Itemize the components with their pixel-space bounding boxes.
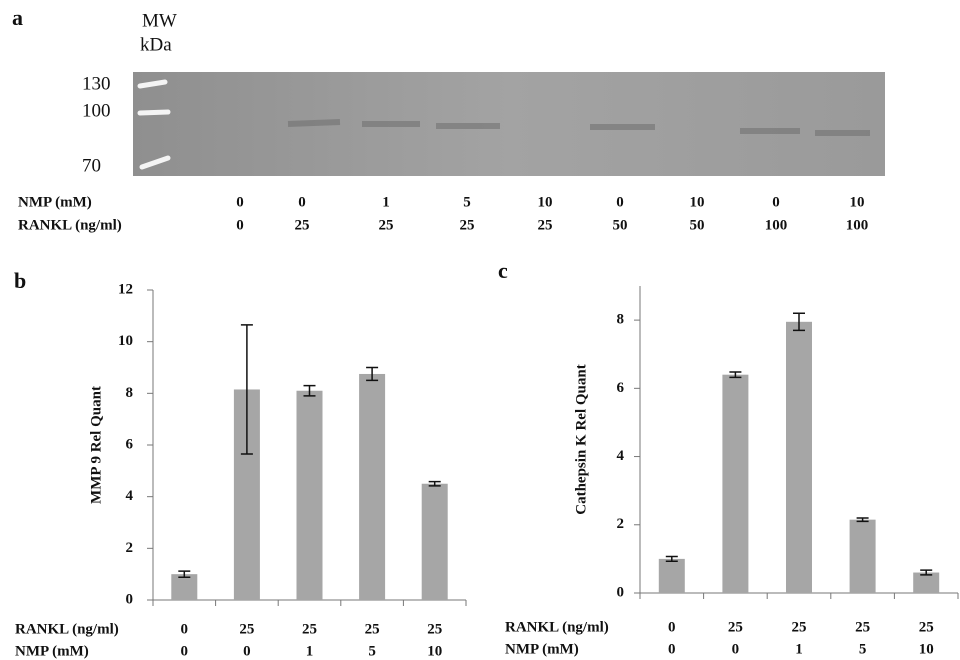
bar <box>297 391 323 600</box>
x-value: 25 <box>427 621 442 637</box>
lane-value: 100 <box>765 217 788 233</box>
lane-value: 50 <box>690 217 705 233</box>
x-value: 5 <box>859 641 867 657</box>
x-value: 0 <box>668 619 676 635</box>
lane-value: 50 <box>613 217 628 233</box>
y-tick-label: 6 <box>617 380 625 396</box>
x-value: 25 <box>728 619 743 635</box>
panel-label: c <box>498 258 508 283</box>
bar <box>850 520 876 593</box>
y-tick-label: 0 <box>617 584 625 600</box>
lane-value: 25 <box>379 217 394 233</box>
bar <box>422 484 448 600</box>
lane-value: 0 <box>236 217 244 233</box>
x-value: 10 <box>427 643 442 659</box>
marker-label: 70 <box>82 155 101 176</box>
marker-label: 130 <box>82 73 111 94</box>
row-label: RANKL (ng/ml) <box>15 621 119 637</box>
bar <box>359 374 385 600</box>
row-label: RANKL (ng/ml) <box>18 217 122 233</box>
x-value: 25 <box>365 621 380 637</box>
x-value: 0 <box>732 641 740 657</box>
panel-label: a <box>12 5 23 30</box>
row-label: NMP (mM) <box>15 643 89 659</box>
y-tick-label: 2 <box>617 516 625 532</box>
x-value: 1 <box>795 641 803 657</box>
lane-value: 0 <box>772 194 780 210</box>
x-value: 25 <box>919 619 934 635</box>
lane-value: 10 <box>538 194 553 210</box>
y-tick-label: 6 <box>126 436 134 452</box>
y-tick-label: 2 <box>126 540 134 556</box>
x-value: 25 <box>239 621 254 637</box>
bar <box>722 375 748 593</box>
bar <box>659 559 685 593</box>
lane-value: 0 <box>298 194 306 210</box>
y-tick-label: 4 <box>617 448 625 464</box>
figure: a MW kDa 13010070NMP (mM)001510010010RAN… <box>0 0 960 660</box>
row-label: RANKL (ng/ml) <box>505 619 609 635</box>
unit-label: kDa <box>140 34 172 55</box>
y-tick-label: 0 <box>126 591 134 607</box>
x-value: 1 <box>306 643 314 659</box>
bar <box>786 322 812 593</box>
lane-value: 25 <box>538 217 553 233</box>
x-value: 25 <box>792 619 807 635</box>
row-label: NMP (mM) <box>18 194 92 210</box>
lane-value: 0 <box>616 194 624 210</box>
row-label: NMP (mM) <box>505 641 579 657</box>
y-tick-label: 8 <box>126 385 134 401</box>
x-value: 0 <box>181 643 189 659</box>
y-tick-label: 10 <box>118 333 133 349</box>
x-value: 25 <box>855 619 870 635</box>
marker-label: 100 <box>82 100 111 121</box>
y-axis-label: Cathepsin K Rel Quant <box>573 364 589 514</box>
x-value: 0 <box>243 643 251 659</box>
x-value: 5 <box>368 643 376 659</box>
x-value: 10 <box>919 641 934 657</box>
x-value: 25 <box>302 621 317 637</box>
lane-value: 100 <box>846 217 869 233</box>
lane-value: 10 <box>690 194 705 210</box>
y-tick-label: 8 <box>617 312 625 328</box>
x-value: 0 <box>181 621 189 637</box>
y-axis-label: MMP 9 Rel Quant <box>88 386 104 504</box>
y-tick-label: 4 <box>126 488 134 504</box>
y-tick-label: 12 <box>118 281 133 297</box>
panel-label: b <box>14 268 26 293</box>
lane-value: 10 <box>850 194 865 210</box>
mw-label: MW <box>142 10 177 31</box>
lane-value: 0 <box>236 194 244 210</box>
lane-value: 25 <box>460 217 475 233</box>
lane-value: 5 <box>463 194 471 210</box>
lane-value: 1 <box>382 194 390 210</box>
gel-image <box>133 72 885 176</box>
bar <box>171 574 197 600</box>
x-value: 0 <box>668 641 676 657</box>
lane-value: 25 <box>295 217 310 233</box>
